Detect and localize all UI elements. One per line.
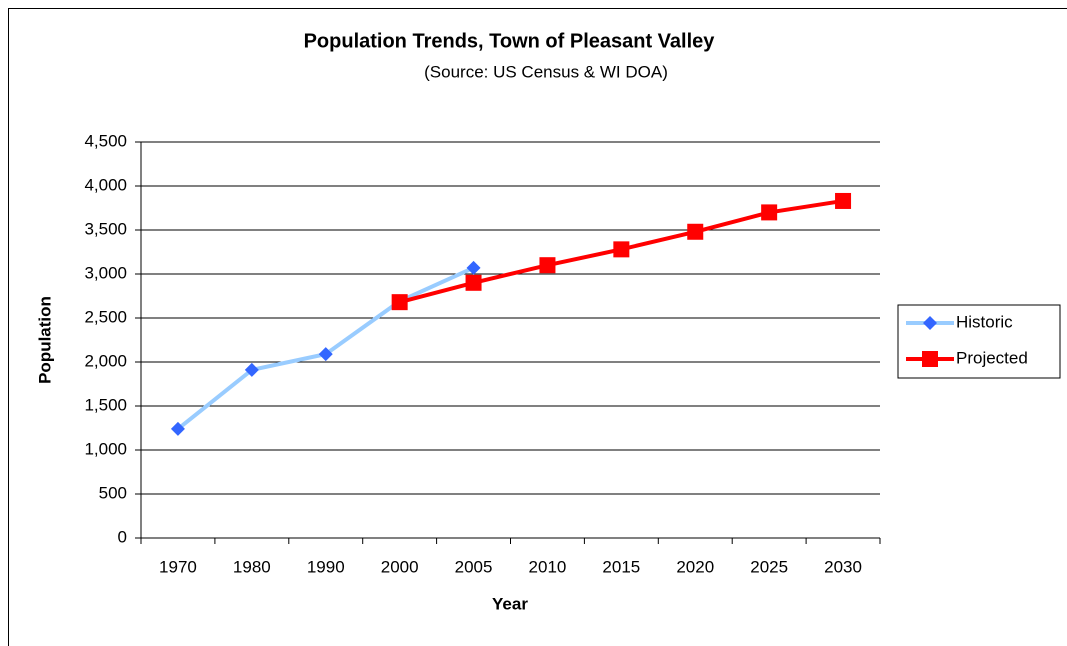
x-tick-label: 2015 — [602, 557, 640, 576]
x-tick-label: 1990 — [307, 557, 345, 576]
data-point — [613, 241, 630, 258]
data-point — [835, 192, 852, 209]
y-axis-label: Population — [35, 296, 54, 384]
legend-marker — [923, 316, 937, 330]
data-point — [466, 260, 481, 275]
x-tick-label: 1980 — [233, 557, 271, 576]
data-point — [465, 274, 482, 291]
x-tick-label: 2000 — [381, 557, 419, 576]
y-tick-label: 2,500 — [84, 307, 127, 326]
x-tick-label: 2020 — [676, 557, 714, 576]
y-tick-label: 500 — [99, 483, 127, 502]
data-point — [318, 347, 333, 362]
legend-marker — [922, 351, 938, 367]
data-point — [687, 223, 704, 240]
x-tick-label: 2025 — [750, 557, 788, 576]
y-tick-label: 1,500 — [84, 395, 127, 414]
y-tick-label: 4,500 — [84, 131, 127, 150]
data-point — [244, 362, 259, 377]
legend-label: Projected — [956, 348, 1028, 367]
y-tick-label: 1,000 — [84, 439, 127, 458]
y-tick-label: 3,500 — [84, 219, 127, 238]
x-tick-label: 2010 — [529, 557, 567, 576]
y-tick-label: 3,000 — [84, 263, 127, 282]
legend-label: Historic — [956, 312, 1013, 331]
data-point — [391, 294, 408, 311]
y-tick-label: 4,000 — [84, 175, 127, 194]
data-point — [170, 421, 185, 436]
y-tick-label: 0 — [118, 527, 127, 546]
chart-border — [8, 8, 1067, 646]
data-point — [761, 204, 778, 221]
chart-subtitle: (Source: US Census & WI DOA) — [424, 62, 668, 81]
x-tick-label: 2005 — [455, 557, 493, 576]
x-tick-label: 1970 — [159, 557, 197, 576]
x-tick-label: 2030 — [824, 557, 862, 576]
chart-title: Population Trends, Town of Pleasant Vall… — [304, 30, 716, 52]
y-tick-label: 2,000 — [84, 351, 127, 370]
data-point — [539, 257, 556, 274]
x-axis-label: Year — [492, 594, 528, 613]
